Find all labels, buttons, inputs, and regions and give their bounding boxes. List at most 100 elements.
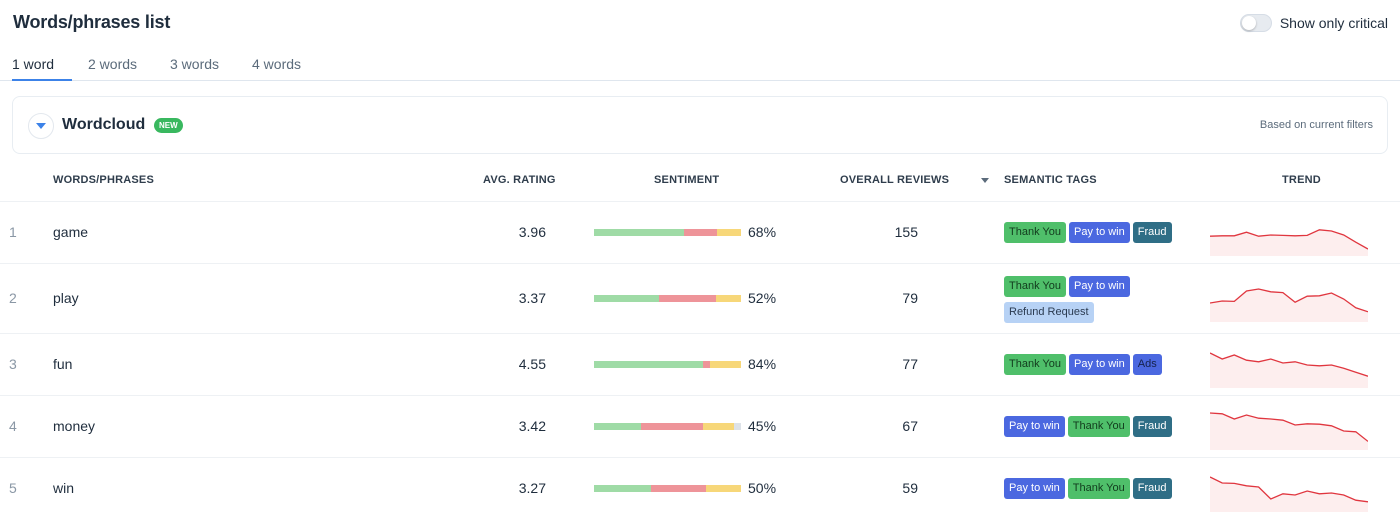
avg-rating: 3.42 (518, 418, 546, 434)
semantic-tag[interactable]: Thank You (1004, 276, 1066, 297)
trend-sparkline (1210, 229, 1368, 256)
trend-line (1210, 288, 1368, 313)
semantic-tag[interactable]: Pay to win (1004, 478, 1065, 499)
row-index: 5 (9, 480, 17, 496)
sentiment-positive-segment (594, 361, 703, 368)
semantic-tags: Thank You Pay to win Refund Request (1004, 276, 1194, 323)
semantic-tag[interactable]: Pay to win (1069, 276, 1130, 297)
table-row[interactable]: 5 win 3.27 50% 59 Pay to win Thank You Fraud (0, 457, 1400, 519)
sentiment-negative-segment (683, 229, 718, 236)
overall-reviews: 59 (902, 480, 918, 496)
sentiment-bar (594, 423, 741, 430)
word-text[interactable]: fun (53, 356, 73, 372)
overall-reviews: 77 (902, 356, 918, 372)
table-row[interactable]: 1 game 3.96 68% 155 Thank You Pay to win Fraud (0, 201, 1400, 263)
tab-3-words[interactable]: 3 words (170, 56, 220, 72)
toggle-knob (1241, 16, 1256, 30)
overall-reviews: 155 (894, 224, 918, 240)
col-header-words[interactable]: WORDS/PHRASES (53, 174, 154, 186)
wordcloud-expand-button[interactable] (28, 113, 54, 139)
table-row[interactable]: 3 fun 4.55 84% 77 Thank You Pay to win Ads (0, 333, 1400, 395)
col-header-reviews[interactable]: OVERALL REVIEWS (840, 174, 950, 186)
sort-desc-icon[interactable] (981, 178, 989, 183)
word-count-tabs: 1 word 2 words 3 words 4 words (0, 48, 1400, 81)
semantic-tag[interactable]: Thank You (1067, 478, 1130, 499)
semantic-tag[interactable]: Thank You (1004, 222, 1066, 243)
sentiment-positive-segment (594, 229, 684, 236)
sentiment-positive-segment (594, 485, 652, 492)
wordcloud-title[interactable]: Wordcloud (62, 116, 146, 133)
col-header-tags[interactable]: SEMANTIC TAGS (1004, 174, 1097, 186)
tab-4-words[interactable]: 4 words (252, 56, 302, 72)
sentiment-percent: 68% (748, 224, 777, 240)
sentiment-neutral-segment (716, 295, 741, 302)
sentiment-bar (594, 485, 741, 492)
trend-sparkline (1210, 476, 1368, 512)
sentiment-negative-segment (651, 485, 706, 492)
chevron-down-icon (36, 123, 46, 129)
semantic-tag[interactable]: Pay to win (1069, 222, 1130, 243)
col-header-sentiment[interactable]: SENTIMENT (654, 174, 720, 186)
tab-1-word[interactable]: 1 word (12, 56, 72, 81)
sentiment-percent: 50% (748, 480, 777, 496)
row-index: 3 (9, 356, 17, 372)
trend-area (1210, 413, 1368, 450)
word-text[interactable]: win (53, 480, 75, 496)
semantic-tags: Thank You Pay to win Fraud (1004, 222, 1194, 243)
trend-line (1210, 412, 1368, 442)
row-index: 4 (9, 418, 17, 434)
semantic-tags: Thank You Pay to win Ads (1004, 354, 1194, 375)
semantic-tag[interactable]: Pay to win (1004, 416, 1065, 437)
trend-sparkline (1210, 352, 1368, 388)
semantic-tag[interactable]: Fraud (1132, 416, 1172, 437)
sentiment-percent: 52% (748, 290, 777, 306)
tab-2-words[interactable]: 2 words (88, 56, 138, 72)
word-text[interactable]: money (53, 418, 96, 434)
avg-rating: 3.96 (518, 224, 546, 240)
col-header-rating[interactable]: AVG. RATING (483, 174, 556, 186)
col-header-trend[interactable]: TREND (1282, 174, 1321, 186)
overall-reviews: 67 (902, 418, 918, 434)
sentiment-positive-segment (594, 295, 659, 302)
new-badge: NEW (154, 118, 183, 133)
semantic-tag[interactable]: Fraud (1132, 478, 1172, 499)
trend-area (1210, 289, 1368, 322)
semantic-tag[interactable]: Thank You (1067, 416, 1130, 437)
row-index: 1 (9, 224, 17, 240)
table-row[interactable]: 2 play 3.37 52% 79 Thank You Pay to win Refund … (0, 263, 1400, 333)
semantic-tags: Pay to win Thank You Fraud (1004, 416, 1194, 437)
trend-line (1210, 229, 1368, 250)
sentiment-negative-segment (658, 295, 716, 302)
semantic-tag[interactable]: Fraud (1132, 222, 1172, 243)
semantic-tag[interactable]: Thank You (1004, 354, 1066, 375)
critical-toggle-group[interactable]: Show only critical (1239, 14, 1388, 32)
sentiment-bar (594, 295, 741, 302)
trend-area (1210, 229, 1368, 256)
semantic-tag[interactable]: Ads (1132, 354, 1162, 375)
trend-area (1210, 353, 1368, 388)
word-text[interactable]: game (53, 224, 89, 240)
avg-rating: 3.37 (518, 290, 546, 306)
avg-rating: 4.55 (518, 356, 546, 372)
semantic-tag[interactable]: Pay to win (1069, 354, 1130, 375)
sentiment-neutral-segment (705, 485, 741, 492)
word-text[interactable]: play (53, 290, 79, 306)
semantic-tag[interactable]: Refund Request (1004, 302, 1094, 323)
filters-note: Based on current filters (1259, 119, 1373, 131)
critical-toggle-label: Show only critical (1279, 15, 1388, 31)
row-index: 2 (9, 290, 17, 306)
semantic-tags: Pay to win Thank You Fraud (1004, 478, 1194, 499)
table-row[interactable]: 4 money 3.42 45% 67 Pay to win Thank You Fraud (0, 395, 1400, 457)
sentiment-neutral-segment (710, 361, 741, 368)
sentiment-bar (594, 361, 741, 368)
trend-line (1210, 352, 1368, 377)
critical-toggle[interactable] (1239, 14, 1272, 32)
avg-rating: 3.27 (518, 480, 546, 496)
trend-sparkline (1210, 288, 1368, 322)
sentiment-negative-segment (702, 361, 711, 368)
sentiment-positive-segment (594, 423, 642, 430)
sentiment-other-segment (733, 423, 741, 430)
sentiment-negative-segment (641, 423, 703, 430)
trend-line (1210, 476, 1368, 503)
sentiment-neutral-segment (717, 229, 741, 236)
